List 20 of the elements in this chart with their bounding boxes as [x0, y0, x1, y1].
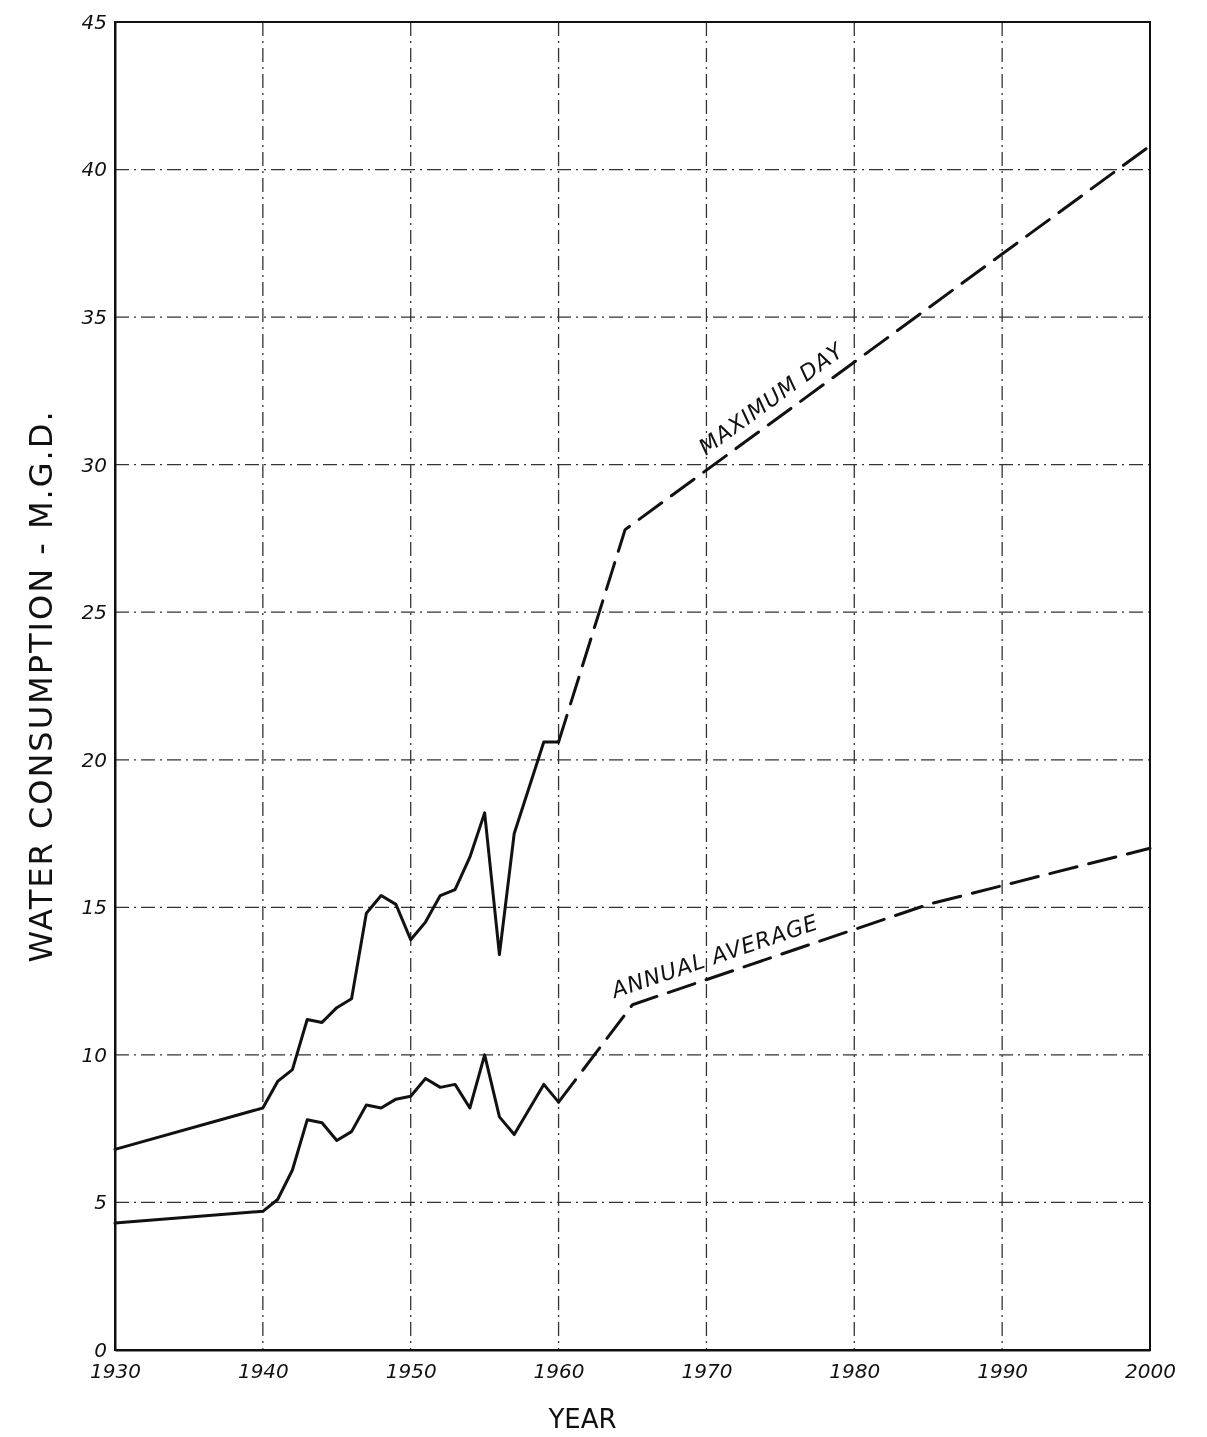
y-tick-label: 20: [81, 747, 107, 772]
y-tick-label: 45: [81, 9, 107, 34]
y-tick-label: 35: [81, 305, 107, 330]
y-tick-label: 40: [81, 157, 107, 182]
y-tick-label: 5: [94, 1190, 107, 1215]
x-tick-label: 1950: [385, 1359, 437, 1384]
x-tick-label: 1940: [237, 1359, 289, 1384]
x-tick-label: 1970: [681, 1359, 733, 1384]
x-axis-title: YEAR: [547, 1404, 617, 1434]
y-tick-label: 0: [94, 1337, 107, 1362]
y-tick-label: 25: [81, 600, 107, 625]
x-tick-label: 1990: [977, 1359, 1029, 1384]
x-tick-label: 1980: [829, 1359, 881, 1384]
y-tick-label: 10: [81, 1042, 107, 1067]
x-tick-label: 2000: [1125, 1359, 1176, 1384]
y-tick-label: 15: [81, 895, 107, 920]
y-axis-title: WATER CONSUMPTION - M.G.D.: [22, 409, 60, 963]
x-tick-label: 1930: [90, 1359, 141, 1384]
x-tick-label: 1960: [533, 1359, 585, 1384]
y-tick-label: 30: [81, 452, 107, 477]
